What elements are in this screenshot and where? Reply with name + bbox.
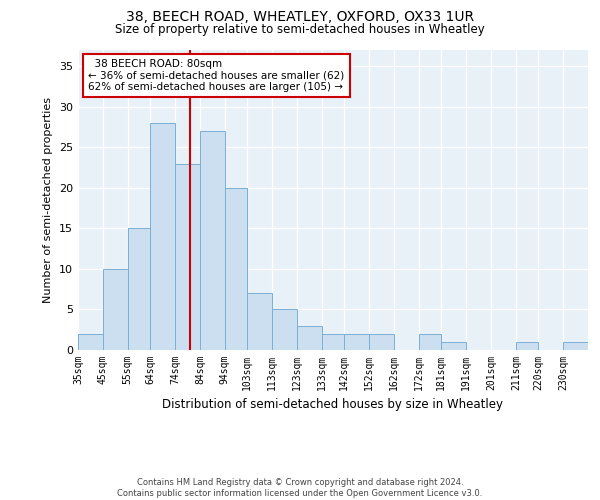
Bar	[272, 310, 297, 350]
Text: Size of property relative to semi-detached houses in Wheatley: Size of property relative to semi-detach…	[115, 22, 485, 36]
Bar	[150, 123, 175, 350]
Bar	[516, 342, 538, 350]
Text: Contains HM Land Registry data © Crown copyright and database right 2024.
Contai: Contains HM Land Registry data © Crown c…	[118, 478, 482, 498]
X-axis label: Distribution of semi-detached houses by size in Wheatley: Distribution of semi-detached houses by …	[163, 398, 503, 411]
Bar	[297, 326, 322, 350]
Bar	[103, 269, 128, 350]
Y-axis label: Number of semi-detached properties: Number of semi-detached properties	[43, 97, 53, 303]
Bar	[128, 228, 150, 350]
Bar	[344, 334, 369, 350]
Bar	[247, 293, 272, 350]
Text: 38, BEECH ROAD, WHEATLEY, OXFORD, OX33 1UR: 38, BEECH ROAD, WHEATLEY, OXFORD, OX33 1…	[126, 10, 474, 24]
Bar	[441, 342, 466, 350]
Bar	[322, 334, 344, 350]
Bar	[419, 334, 441, 350]
Bar	[175, 164, 200, 350]
Bar	[200, 131, 225, 350]
Bar	[225, 188, 247, 350]
Bar	[369, 334, 394, 350]
Bar	[563, 342, 588, 350]
Bar	[78, 334, 103, 350]
Text: 38 BEECH ROAD: 80sqm
← 36% of semi-detached houses are smaller (62)
62% of semi-: 38 BEECH ROAD: 80sqm ← 36% of semi-detac…	[88, 59, 344, 92]
